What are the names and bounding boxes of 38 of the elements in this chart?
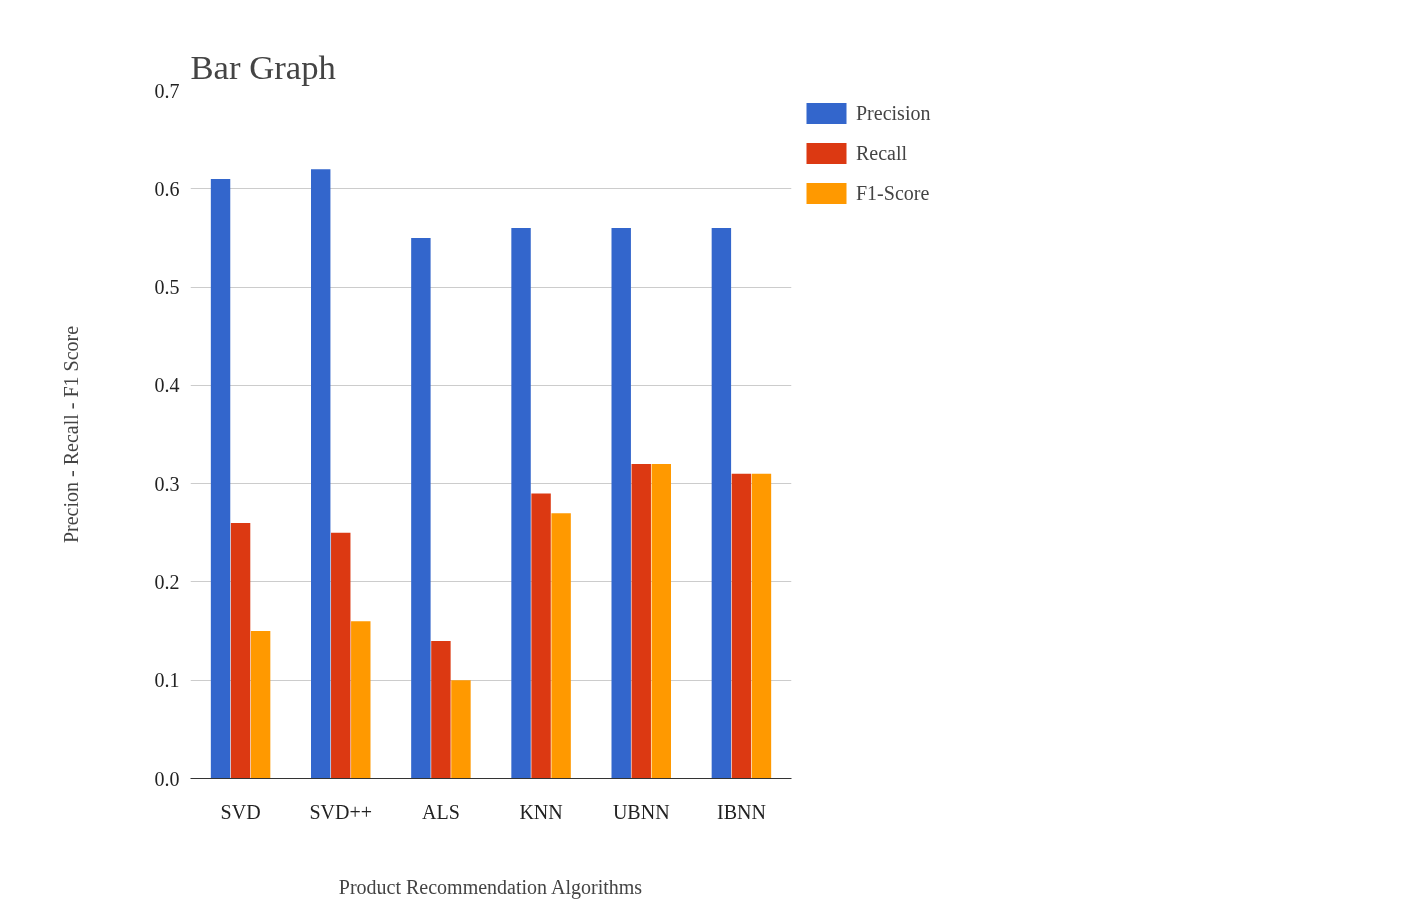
- legend-label: Precision: [856, 101, 931, 125]
- bar: [451, 680, 471, 779]
- bar: [611, 228, 631, 779]
- chart-title: Bar Graph: [190, 47, 336, 86]
- bar: [311, 169, 331, 779]
- x-tick-label: UBNN: [612, 800, 670, 823]
- x-tick-label: KNN: [519, 800, 563, 823]
- bar: [711, 228, 732, 779]
- bar: [250, 631, 271, 779]
- y-tick-label: 0.3: [154, 472, 180, 495]
- bar: [331, 532, 351, 779]
- x-tick-label: SVD: [220, 800, 261, 823]
- bar: [230, 522, 251, 779]
- legend-label: Recall: [856, 141, 908, 165]
- x-axis-title: Product Recommendation Algorithms: [338, 875, 643, 899]
- y-axis-title: Precion - Recall - F1 Score: [59, 325, 82, 544]
- y-tick-label: 0.1: [154, 669, 180, 692]
- bar: [551, 513, 571, 779]
- x-tick-label: IBNN: [716, 800, 766, 823]
- bar: [751, 473, 772, 779]
- y-tick-label: 0.0: [154, 767, 180, 790]
- bar: [731, 473, 752, 779]
- x-tick-label: ALS: [422, 800, 460, 823]
- y-tick-label: 0.4: [154, 374, 180, 397]
- y-tick-label: 0.5: [154, 276, 180, 299]
- bar: [651, 463, 671, 779]
- y-tick-label: 0.2: [154, 570, 180, 593]
- bar: [351, 621, 371, 779]
- bar: [210, 178, 231, 779]
- legend-label: F1-Score: [856, 181, 930, 205]
- bar: [431, 640, 451, 779]
- x-tick-label: SVD++: [309, 800, 373, 823]
- bar: [631, 463, 651, 779]
- bar: [511, 228, 531, 779]
- y-tick-label: 0.7: [154, 79, 180, 102]
- y-tick-label: 0.6: [154, 177, 180, 200]
- bar: [531, 493, 551, 779]
- bar: [411, 237, 431, 779]
